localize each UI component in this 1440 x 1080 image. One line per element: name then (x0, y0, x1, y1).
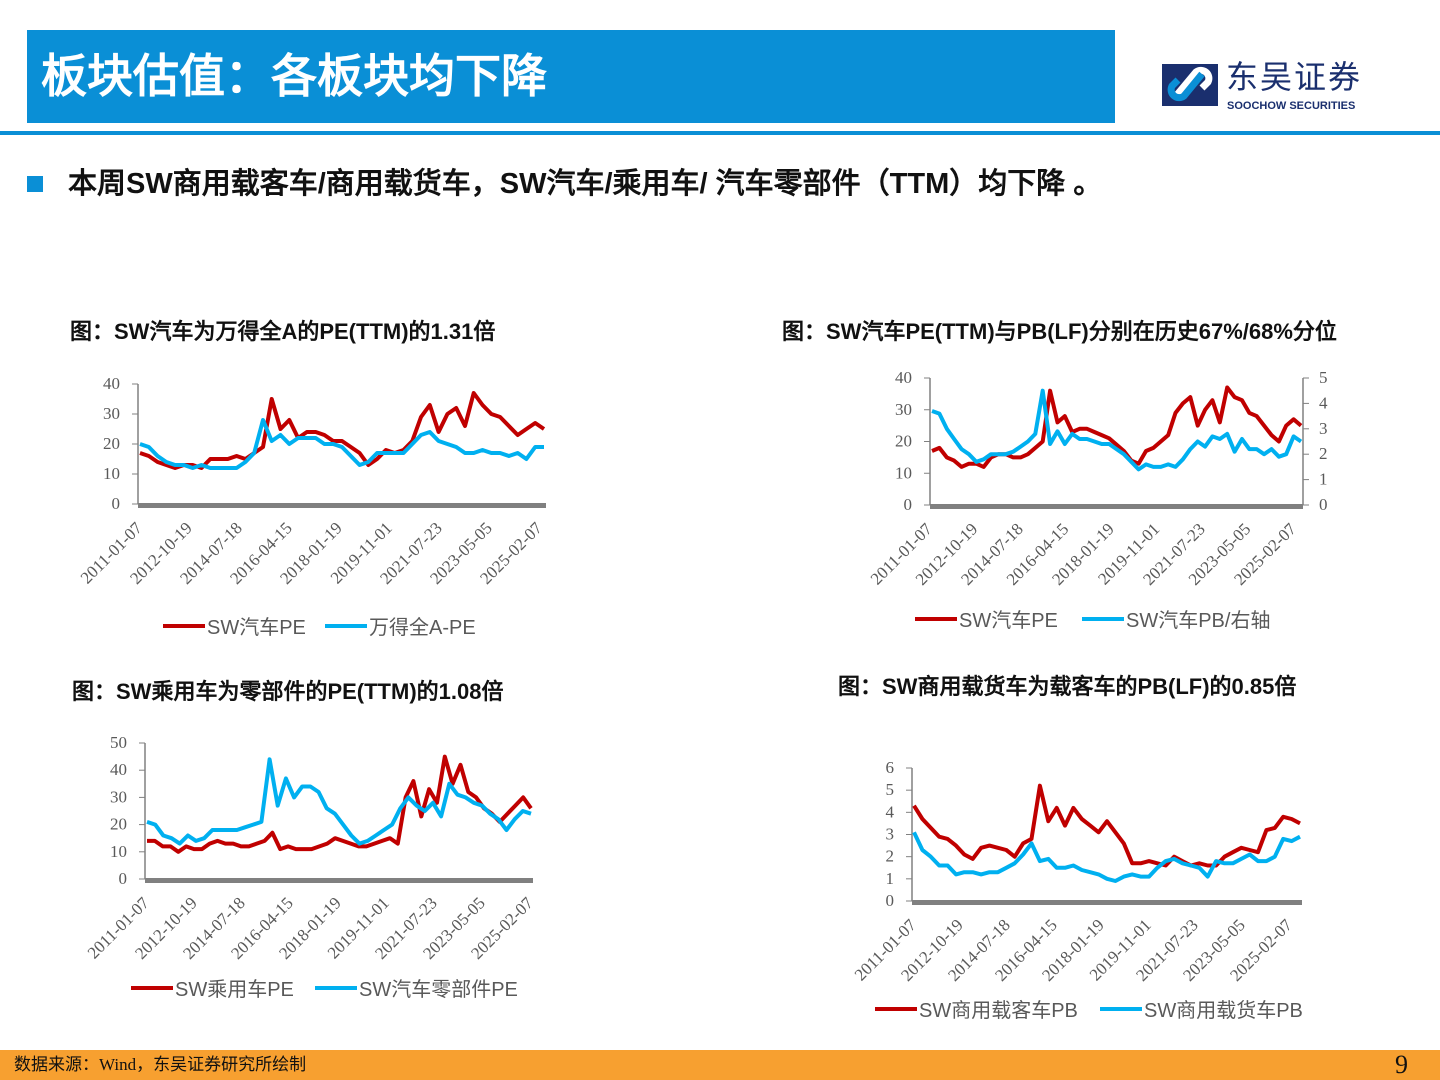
y-tick-label: 20 (110, 815, 127, 834)
x-axis (138, 503, 546, 508)
y2-tick-label: 5 (1319, 368, 1328, 387)
y2-tick-label: 2 (1319, 444, 1328, 463)
series-line-1 (931, 385, 1303, 469)
y2-tick-label: 3 (1319, 419, 1328, 438)
chart-1: 0102030402011-01-072012-10-192014-07-182… (77, 374, 546, 639)
y-tick-label: 10 (103, 464, 120, 483)
series-line-1 (147, 754, 533, 854)
y-tick-label: 50 (110, 733, 127, 752)
y-tick-label: 40 (895, 368, 912, 387)
chart-2: 0102030400123452011-01-072012-10-192014-… (867, 368, 1328, 632)
legend-label: SW汽车零部件PE (359, 978, 518, 1001)
y-tick-label: 0 (886, 891, 895, 910)
company-logo: 东吴证券 SOOCHOW SECURITIES (1162, 60, 1402, 116)
chart-4: 01234562011-01-072012-10-192014-07-18201… (851, 758, 1303, 1022)
y2-tick-label: 4 (1319, 393, 1328, 412)
legend-label: SW商用载货车PB (1144, 999, 1303, 1022)
y-tick-label: 5 (886, 780, 895, 799)
page-number: 9 (1395, 1050, 1408, 1079)
legend-label: SW汽车PE (959, 609, 1058, 632)
y2-tick-label: 1 (1319, 470, 1328, 489)
y-tick-label: 40 (110, 760, 127, 779)
y-tick-label: 40 (103, 374, 120, 393)
y-tick-label: 0 (904, 495, 913, 514)
y-tick-label: 20 (103, 434, 120, 453)
legend-label: SW乘用车PE (175, 978, 294, 1001)
header-divider (0, 131, 1440, 135)
page-title: 板块估值：各板块均下降 (41, 50, 547, 102)
y-tick-label: 1 (886, 869, 895, 888)
y-tick-label: 10 (110, 842, 127, 861)
logo-text-en: SOOCHOW SECURITIES (1227, 100, 1356, 112)
y-tick-label: 0 (112, 494, 121, 513)
footer-bar: 数据来源：Wind，东吴证券研究所绘制 9 (0, 1050, 1440, 1080)
y-tick-label: 3 (886, 825, 895, 844)
series-line-2 (139, 418, 544, 470)
series-line-2 (146, 757, 532, 846)
chart-3: 010203040502011-01-072012-10-192014-07-1… (84, 733, 537, 1001)
y-tick-label: 10 (895, 463, 912, 482)
header-banner: 板块估值：各板块均下降 (27, 30, 1115, 123)
soochow-logo-icon (1162, 64, 1218, 106)
legend-label: SW商用载客车PB (919, 999, 1078, 1022)
y-tick-label: 30 (103, 404, 120, 423)
x-axis (912, 900, 1302, 905)
data-source: 数据来源：Wind，东吴证券研究所绘制 (14, 1055, 307, 1074)
bullet-square-icon (27, 176, 43, 192)
y-tick-label: 0 (119, 869, 128, 888)
legend-label: 万得全A-PE (369, 616, 476, 639)
logo-text-cn: 东吴证券 (1226, 60, 1363, 94)
series-line-2 (912, 831, 1301, 883)
chart-title-3: 图：SW乘用车为零部件的PE(TTM)的1.08倍 (72, 679, 504, 704)
series-line-2 (931, 388, 1303, 472)
x-axis (930, 504, 1303, 509)
x-axis (145, 878, 533, 883)
series-line-1 (912, 783, 1301, 868)
y-tick-label: 30 (895, 400, 912, 419)
y-tick-label: 30 (110, 787, 127, 806)
y2-tick-label: 0 (1319, 495, 1328, 514)
chart-title-4: 图：SW商用载货车为载客车的PB(LF)的0.85倍 (838, 674, 1297, 699)
y-tick-label: 6 (886, 758, 895, 777)
y-tick-label: 2 (886, 847, 895, 866)
legend-label: SW汽车PE (207, 616, 306, 639)
series-line-1 (139, 391, 546, 470)
y-tick-label: 20 (895, 432, 912, 451)
chart-title-1: 图：SW汽车为万得全A的PE(TTM)的1.31倍 (70, 319, 496, 344)
y-tick-label: 4 (886, 802, 895, 821)
legend-label: SW汽车PB/右轴 (1126, 609, 1270, 632)
chart-title-2: 图：SW汽车PE(TTM)与PB(LF)分别在历史67%/68%分位 (782, 319, 1337, 344)
summary-text: 本周SW商用载客车/商用载货车，SW汽车/乘用车/ 汽车零部件（TTM）均下降 … (68, 168, 1103, 200)
